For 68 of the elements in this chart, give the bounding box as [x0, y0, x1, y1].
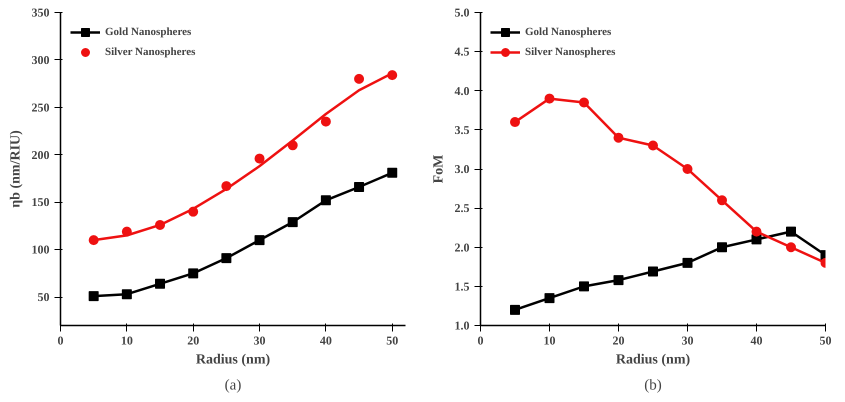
- y-tick-label: 350: [32, 6, 50, 20]
- point: [717, 195, 727, 206]
- x-tick-label: 30: [682, 334, 694, 348]
- x-tick-label: 50: [386, 334, 398, 348]
- y-tick-label: 150: [32, 195, 50, 210]
- y-tick-label: 4.5: [454, 44, 470, 59]
- y-tick-label: 5.0: [454, 6, 470, 20]
- x-tick-label: 20: [187, 334, 200, 348]
- y-tick-label: 3.5: [454, 122, 470, 137]
- point: [752, 226, 762, 237]
- point: [682, 164, 692, 174]
- y-tick-label: 300: [32, 52, 50, 67]
- point: [354, 74, 364, 84]
- x-tick-label: 30: [254, 334, 266, 348]
- point: [544, 293, 554, 304]
- point: [579, 97, 589, 108]
- y-tick-label: 1.0: [454, 318, 470, 332]
- y-tick-label: 2.0: [454, 240, 470, 254]
- point: [510, 117, 520, 128]
- x-axis-title: Radius (nm): [616, 352, 690, 368]
- y-tick-label: 1.5: [454, 279, 470, 294]
- text: (b): [644, 378, 662, 394]
- point: [544, 94, 554, 104]
- point: [387, 168, 398, 178]
- x-tick-label: 40: [320, 334, 332, 348]
- point: [682, 258, 692, 268]
- x-tick-label: 0: [478, 334, 484, 348]
- y-tick-label: 4.0: [454, 84, 470, 98]
- point: [579, 281, 589, 292]
- point: [786, 242, 796, 252]
- point: [188, 268, 198, 278]
- y-tick-label: 250: [32, 100, 50, 114]
- x-tick-label: 50: [820, 334, 832, 348]
- x-tick-label: 10: [544, 334, 556, 348]
- x-tick-label: 10: [120, 334, 133, 348]
- x-tick-label: 0: [58, 334, 64, 348]
- point: [717, 242, 727, 252]
- y-tick-label: 200: [32, 148, 50, 162]
- y-axis-title: FoM: [432, 154, 446, 184]
- y-tick-label: 100: [32, 242, 50, 257]
- x-tick-label: 20: [612, 334, 624, 348]
- legend-label: Gold Nanospheres: [525, 26, 612, 38]
- point: [614, 275, 624, 286]
- point: [510, 304, 520, 315]
- point: [122, 289, 132, 300]
- y-tick-label: 3.0: [454, 162, 470, 176]
- point: [786, 226, 796, 237]
- point: [648, 140, 658, 151]
- y-tick-label: 2.5: [454, 201, 470, 216]
- point: [221, 253, 232, 264]
- point: [254, 154, 265, 164]
- point: [320, 195, 331, 206]
- point: [155, 278, 166, 289]
- point: [88, 291, 99, 302]
- legend-label: Silver Nanospheres: [525, 46, 616, 58]
- legend-label: Gold Nanospheres: [105, 26, 192, 38]
- point: [254, 235, 265, 246]
- y-tick-label: 50: [38, 290, 50, 304]
- point: [614, 132, 624, 143]
- x-tick-label: 40: [750, 334, 762, 348]
- text: (a): [224, 378, 242, 394]
- legend-label: Silver Nanospheres: [105, 46, 196, 58]
- point: [288, 217, 298, 228]
- x-axis-title: Radius (nm): [196, 352, 270, 368]
- y-axis-title: ηb (nm/RIU): [8, 130, 24, 208]
- point: [354, 182, 364, 192]
- point: [320, 116, 331, 127]
- point: [648, 266, 658, 277]
